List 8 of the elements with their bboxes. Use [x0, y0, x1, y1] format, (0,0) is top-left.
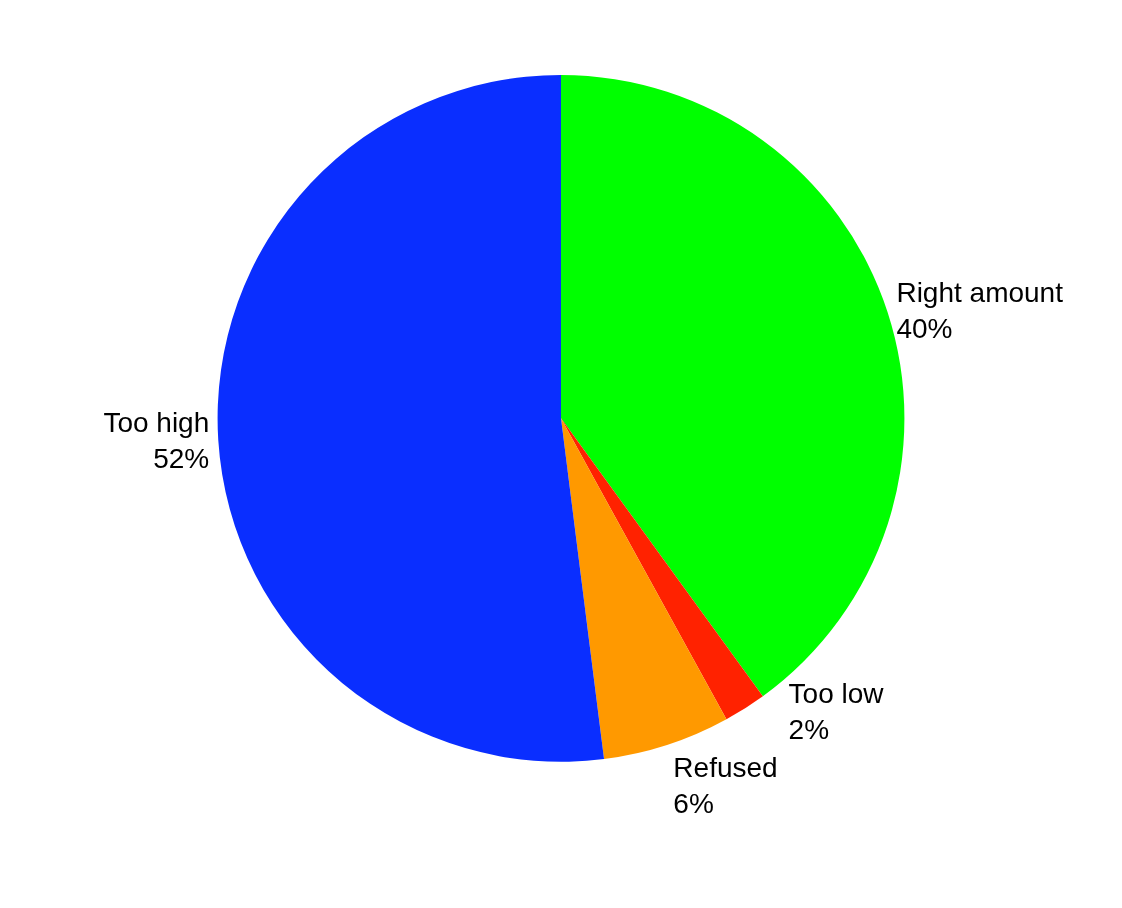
data-label: 52% [153, 442, 210, 474]
data-label: 6% [673, 788, 714, 820]
slice-label: Right amount [896, 277, 1064, 309]
data-label: 40% [896, 313, 953, 345]
slice-label: Too low [788, 678, 885, 710]
slice-label: Refused [673, 752, 778, 784]
slice-label: Too high [103, 406, 210, 438]
data-label: 2% [788, 714, 830, 746]
